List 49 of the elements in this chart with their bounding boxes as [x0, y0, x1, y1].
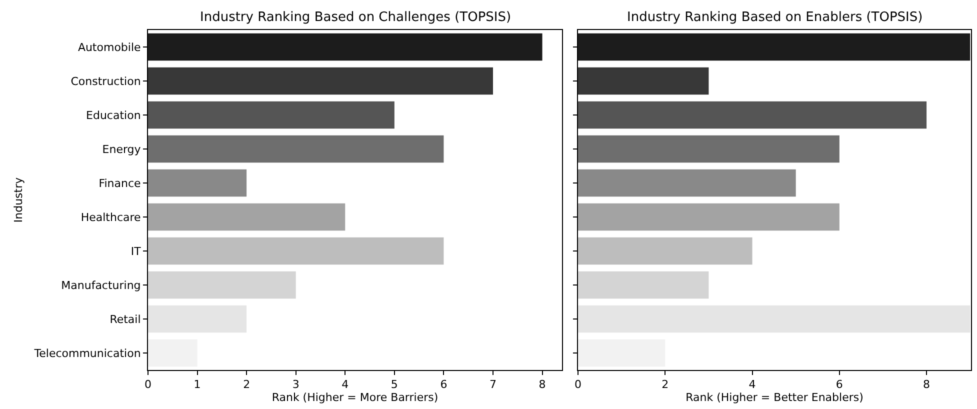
bar: [578, 339, 666, 367]
bar: [148, 237, 444, 265]
bar: [148, 203, 346, 231]
y-tick-label: Automobile: [78, 40, 142, 54]
y-tick-label: IT: [130, 244, 142, 258]
x-tick-label: 8: [538, 378, 546, 392]
chart-title: Industry Ranking Based on Challenges (TOPSIS): [200, 10, 512, 25]
x-tick-label: 5: [390, 378, 398, 392]
bar: [148, 305, 247, 333]
y-tick-label: Finance: [98, 176, 142, 190]
bar: [578, 237, 752, 265]
y-axis-title: Industry: [12, 176, 25, 223]
y-tick-label: Manufacturing: [61, 278, 141, 292]
bar: [578, 33, 970, 61]
bar: [578, 135, 840, 163]
bar: [578, 101, 927, 129]
y-tick-label: Education: [86, 108, 141, 122]
bar: [148, 271, 296, 299]
bar: [148, 135, 444, 163]
x-tick-label: 6: [440, 378, 448, 392]
bar: [578, 305, 970, 333]
chart-title: Industry Ranking Based on Enablers (TOPSIS): [627, 10, 923, 25]
x-axis-title: Rank (Higher = Better Enablers): [686, 391, 864, 404]
x-tick-label: 6: [836, 378, 843, 392]
y-tick-label: Energy: [102, 142, 142, 156]
x-tick-label: 0: [574, 378, 582, 392]
x-tick-label: 4: [748, 378, 756, 392]
bar: [148, 33, 542, 61]
bar: [148, 101, 394, 129]
x-axis-title: Rank (Higher = More Barriers): [272, 391, 438, 404]
bar: [148, 339, 198, 367]
bar: [148, 169, 247, 197]
x-tick-label: 2: [662, 378, 669, 392]
y-tick-label: Retail: [110, 312, 141, 326]
x-tick-label: 1: [194, 378, 201, 392]
x-tick-label: 2: [243, 378, 250, 392]
x-tick-label: 8: [923, 378, 930, 392]
y-tick-label: Telecommunication: [33, 346, 141, 360]
bar: [578, 169, 796, 197]
x-tick-label: 3: [292, 378, 300, 392]
y-tick-label: Construction: [70, 74, 141, 88]
bar: [578, 67, 709, 95]
bar: [578, 271, 709, 299]
x-tick-label: 4: [342, 378, 349, 392]
x-tick-label: 0: [144, 378, 152, 392]
bar: [578, 203, 840, 231]
x-tick-label: 7: [490, 378, 496, 392]
bar: [148, 67, 493, 95]
y-tick-label: Healthcare: [80, 210, 142, 224]
